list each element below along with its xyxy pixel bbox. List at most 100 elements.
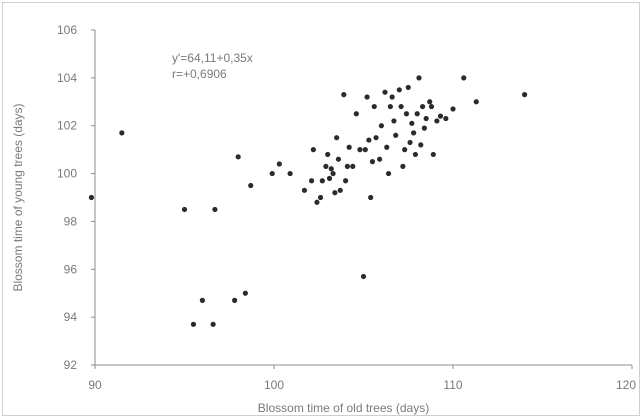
regression-equation: y'=64,11+0,35x (172, 51, 253, 65)
data-point (314, 199, 320, 205)
data-point (353, 111, 359, 117)
data-point (181, 206, 188, 213)
y-tick-label: 100 (57, 167, 77, 181)
data-point (421, 125, 427, 131)
data-point (443, 115, 449, 122)
data-point (88, 194, 95, 201)
y-tick-label: 94 (64, 310, 78, 324)
data-point (319, 178, 325, 184)
data-point (423, 115, 429, 122)
data-point (242, 290, 248, 296)
data-point (391, 118, 397, 124)
data-point (369, 159, 376, 165)
data-point (434, 118, 440, 124)
data-point (437, 113, 444, 119)
data-point (232, 297, 238, 303)
data-point (308, 178, 315, 184)
data-point (346, 144, 352, 150)
data-point (364, 94, 370, 100)
data-point (403, 111, 410, 117)
data-point (427, 99, 433, 105)
data-point (323, 163, 329, 169)
data-point (235, 154, 241, 160)
y-tick-label: 96 (64, 262, 78, 276)
data-point (335, 156, 342, 162)
data-point (371, 103, 377, 110)
data-point (341, 92, 347, 98)
data-point (337, 187, 343, 193)
data-point (330, 170, 336, 177)
data-point (461, 75, 467, 81)
data-point (301, 187, 308, 193)
y-axis-title: Blossom time of young trees (days) (11, 103, 25, 291)
data-point (326, 175, 333, 181)
data-point (385, 170, 392, 177)
data-point (473, 99, 479, 105)
data-point (199, 297, 205, 303)
data-point (310, 147, 316, 153)
chart-frame (2, 2, 640, 416)
data-point (276, 161, 282, 167)
data-point (387, 103, 393, 110)
x-tick-label: 90 (88, 378, 102, 392)
data-point (407, 139, 413, 146)
data-point (334, 135, 340, 141)
data-point (343, 178, 349, 184)
data-point (378, 123, 384, 129)
x-axis-title: Blossom time of old trees (days) (258, 401, 429, 415)
data-point (418, 142, 424, 148)
y-tick-label: 92 (64, 358, 78, 372)
data-point (430, 151, 436, 158)
data-point (269, 170, 275, 177)
data-point (409, 120, 415, 126)
data-point (377, 156, 383, 162)
x-tick-label: 120 (616, 378, 636, 392)
data-point (357, 147, 363, 153)
data-point (522, 92, 528, 98)
data-point (212, 206, 218, 213)
data-point (350, 163, 356, 169)
data-point (419, 103, 426, 110)
data-point (366, 137, 372, 143)
data-point (414, 111, 420, 117)
data-points (88, 75, 528, 327)
data-point (402, 147, 408, 153)
data-point (396, 87, 402, 93)
data-point (119, 130, 125, 136)
data-point (400, 163, 406, 169)
data-point (368, 194, 374, 201)
correlation-coefficient: r=+0,6906 (172, 67, 227, 81)
data-point (428, 103, 435, 110)
data-point (416, 75, 422, 81)
data-point (389, 94, 395, 100)
data-point (411, 130, 417, 136)
axes (94, 30, 632, 366)
data-point (405, 84, 411, 91)
data-point (398, 103, 404, 110)
data-point (190, 321, 197, 327)
data-point (328, 166, 334, 172)
y-tick-label: 106 (57, 23, 77, 37)
data-point (344, 163, 350, 169)
data-point (210, 321, 216, 327)
data-point (325, 151, 331, 158)
data-point (384, 144, 390, 150)
data-point (362, 147, 368, 153)
data-point (317, 194, 324, 201)
data-point (412, 151, 419, 158)
data-point (248, 182, 254, 189)
data-point (450, 106, 456, 112)
y-tick-label: 104 (57, 71, 77, 85)
data-point (360, 273, 367, 280)
y-ticks: 92 94 96 98 100 102 104 106 (57, 23, 95, 372)
x-tick-label: 110 (443, 378, 462, 392)
data-point (373, 135, 379, 141)
y-tick-label: 102 (57, 119, 77, 133)
x-tick-label: 100 (264, 378, 284, 392)
data-point (382, 89, 388, 95)
data-point (287, 170, 293, 177)
y-tick-label: 98 (64, 214, 78, 228)
data-point (332, 190, 338, 196)
x-ticks: 90 100 110 120 (88, 365, 636, 392)
